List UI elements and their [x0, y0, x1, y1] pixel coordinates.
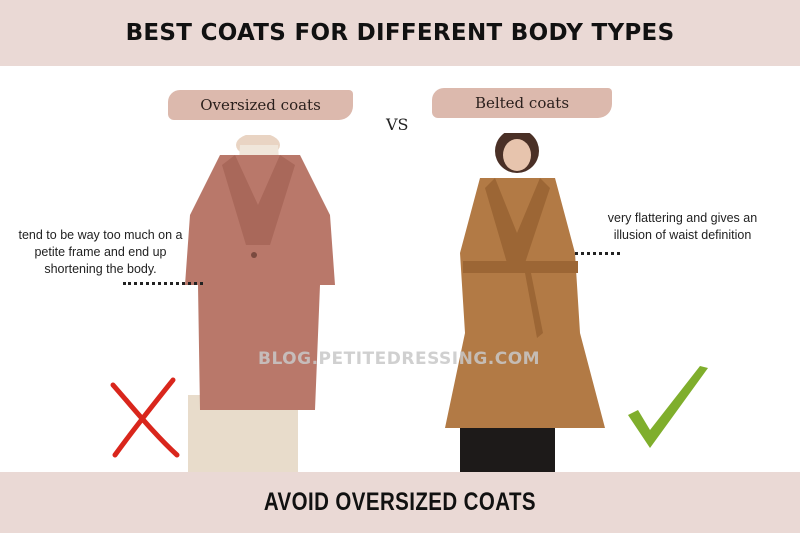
dotted-pointer-left: [123, 282, 203, 285]
note-line: illusion of waist definition: [613, 228, 752, 242]
footer-band: AVOID OVERSIZED COATS: [0, 472, 800, 533]
footer-text: AVOID OVERSIZED COATS: [263, 488, 537, 516]
oversized-coat-image: [185, 135, 335, 472]
note-line: very flattering and gives an: [607, 211, 758, 225]
dotted-pointer-right: [575, 252, 620, 255]
note-line: shortening the body.: [44, 262, 157, 276]
label-text: Oversized coats: [200, 96, 321, 114]
header-band: BEST COATS FOR DIFFERENT BODY TYPES: [0, 0, 800, 66]
cross-icon: [110, 377, 180, 458]
check-icon: [628, 366, 708, 448]
belted-coat-note: very flattering and gives an illusion of…: [590, 210, 775, 244]
note-line: tend to be way too much on a: [18, 228, 183, 242]
oversized-coat-note: tend to be way too much on a petite fram…: [8, 227, 193, 278]
vs-label: VS: [386, 115, 409, 134]
label-oversized-coats: Oversized coats: [168, 90, 353, 120]
note-line: petite frame and end up: [34, 245, 167, 259]
watermark: BLOG.PETITEDRESSING.COM: [258, 349, 541, 369]
page-title: BEST COATS FOR DIFFERENT BODY TYPES: [125, 20, 675, 46]
belted-coat-image: [445, 133, 605, 472]
label-text: Belted coats: [474, 94, 570, 112]
label-belted-coats: Belted coats: [432, 88, 612, 118]
